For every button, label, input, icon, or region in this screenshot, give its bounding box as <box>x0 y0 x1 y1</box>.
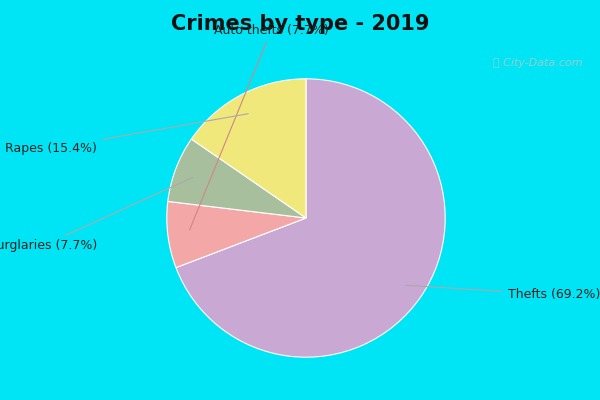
Text: Auto thefts (7.7%): Auto thefts (7.7%) <box>190 24 329 230</box>
Wedge shape <box>191 79 306 218</box>
Wedge shape <box>167 202 306 268</box>
Text: ⓘ City-Data.com: ⓘ City-Data.com <box>493 58 582 68</box>
Text: Crimes by type - 2019: Crimes by type - 2019 <box>171 14 429 34</box>
Text: Rapes (15.4%): Rapes (15.4%) <box>5 114 248 155</box>
Text: Thefts (69.2%): Thefts (69.2%) <box>406 285 600 301</box>
Text: Burglaries (7.7%): Burglaries (7.7%) <box>0 177 193 252</box>
Wedge shape <box>168 139 306 218</box>
Wedge shape <box>176 79 445 357</box>
